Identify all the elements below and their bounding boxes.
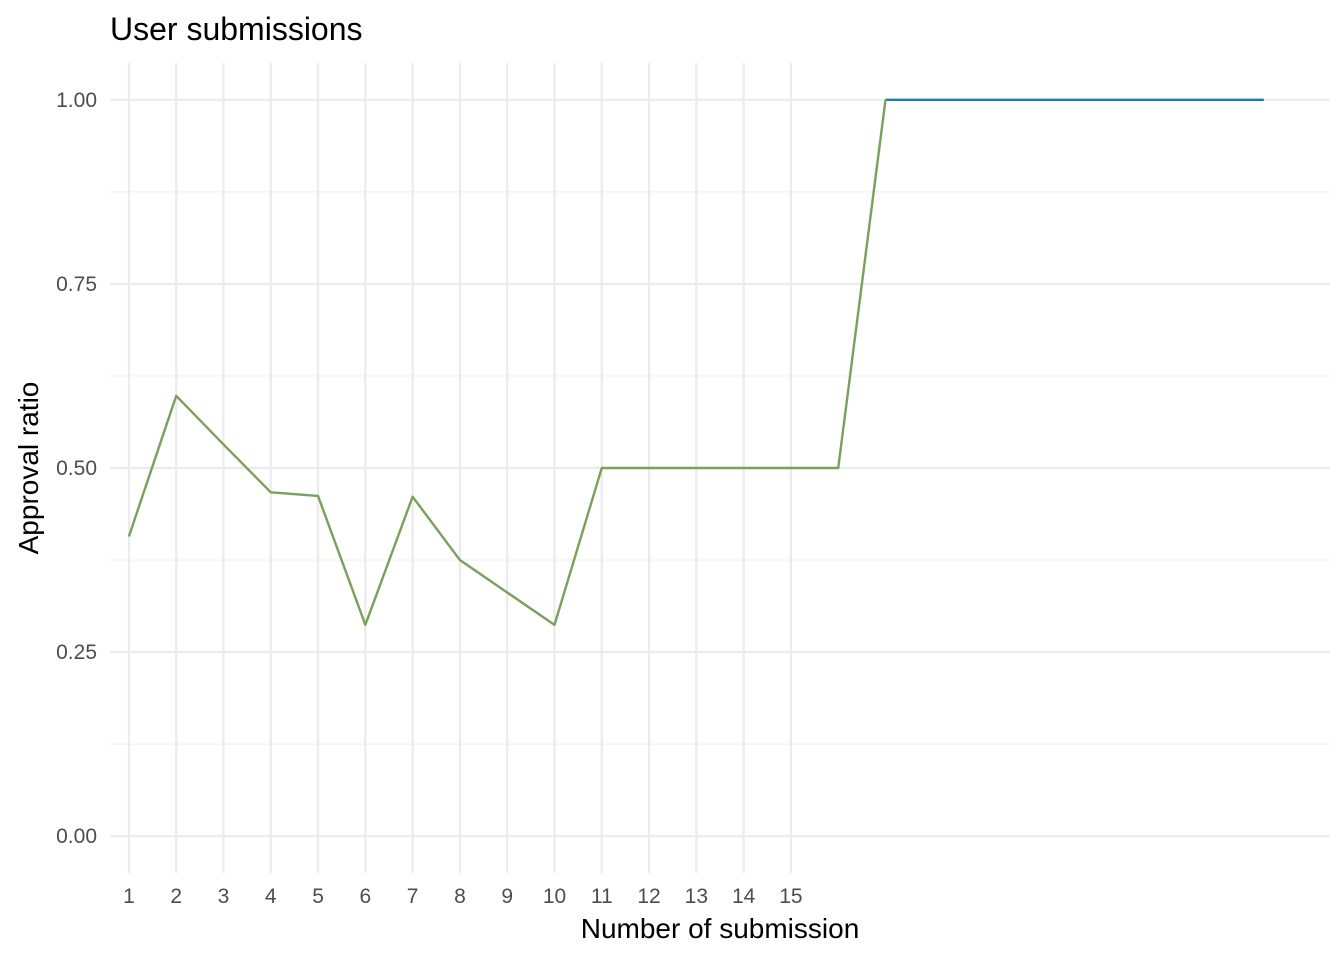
- x-tick-label: 5: [312, 885, 324, 908]
- y-tick-label: 0.75: [56, 273, 97, 296]
- y-tick-label: 1.00: [56, 89, 97, 112]
- x-tick-label: 7: [407, 885, 419, 908]
- y-axis-title: Approval ratio: [13, 382, 44, 555]
- y-tick-label: 0.50: [56, 457, 97, 480]
- x-tick-label: 14: [732, 885, 756, 908]
- x-tick-label: 12: [637, 885, 660, 908]
- x-tick-label: 4: [265, 885, 277, 908]
- x-tick-label: 2: [170, 885, 182, 908]
- x-tick-labels: 1 2 3 4 5 6 7 8 9 10 11 12 13 14 15: [123, 885, 803, 908]
- x-tick-label: 8: [454, 885, 466, 908]
- x-axis-title: Number of submission: [581, 913, 860, 944]
- series-line-2: [127, 99, 887, 627]
- y-tick-label: 0.25: [56, 641, 97, 664]
- x-tick-label: 6: [360, 885, 372, 908]
- x-tick-label: 10: [543, 885, 566, 908]
- chart-title: User submissions: [110, 11, 363, 47]
- x-tick-label: 13: [685, 885, 708, 908]
- major-gridlines: [110, 63, 1330, 873]
- y-tick-label: 0.00: [56, 825, 97, 848]
- minor-gridlines: [110, 191, 1330, 745]
- x-tick-label: 11: [591, 885, 613, 908]
- x-tick-label: 1: [123, 885, 135, 908]
- y-tick-labels: 0.00 0.25 0.50 0.75 1.00: [56, 89, 97, 848]
- series-lines: [127, 98, 1264, 627]
- x-tick-label: 3: [218, 885, 230, 908]
- x-tick-label: 9: [501, 885, 513, 908]
- x-tick-label: 15: [779, 885, 802, 908]
